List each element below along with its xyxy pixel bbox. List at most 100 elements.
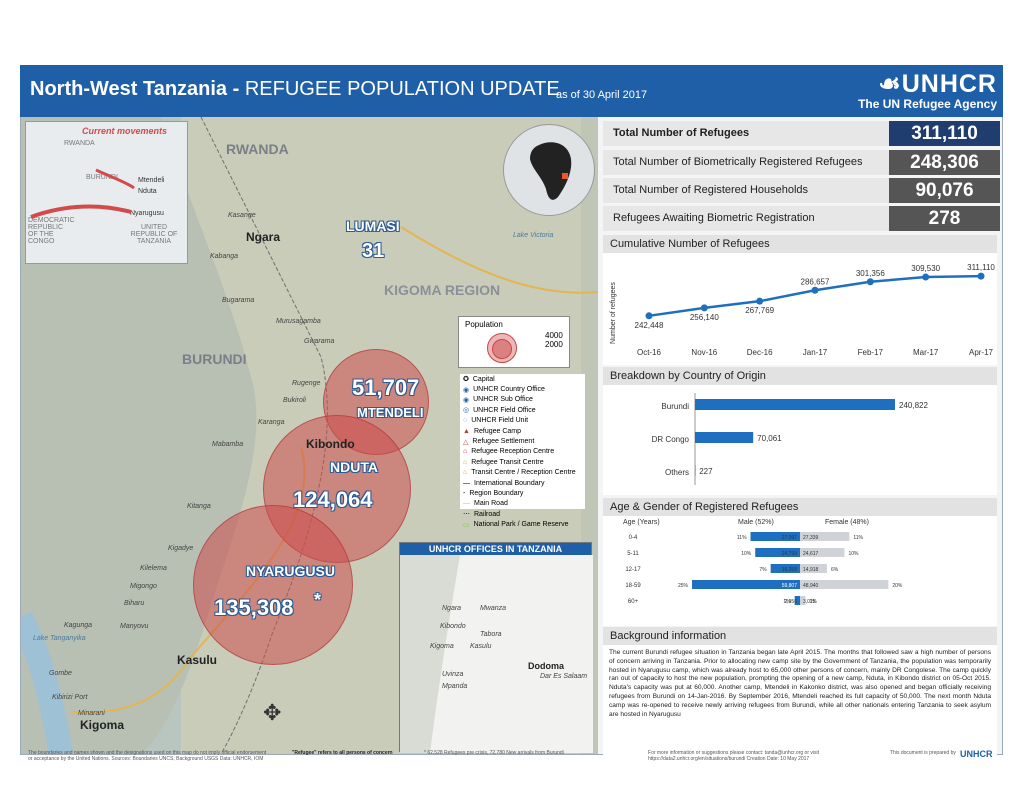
- female-bar-1: [800, 548, 845, 557]
- office-icon: ◉: [463, 386, 470, 394]
- panel-background-title: Background information: [603, 627, 997, 645]
- x-tick-6: Apr-17: [969, 348, 994, 357]
- female-value-3: 48,940: [803, 583, 819, 589]
- city-kibondo: Kibondo: [306, 437, 355, 451]
- category-label-1: DR Congo: [652, 435, 690, 444]
- x-tick-3: Jan-17: [803, 348, 828, 357]
- tanzania-marker: [562, 173, 568, 179]
- footer-refugee-note: "Refugee" refers to all persons of conce…: [292, 750, 393, 756]
- male-value-0: 27,397: [782, 535, 798, 541]
- footer-contact: For more information or suggestions plea…: [648, 750, 819, 762]
- label-kigoma-region: KIGOMA REGION: [384, 282, 501, 298]
- age-label-1: 5-11: [627, 551, 639, 557]
- title-location: North-West Tanzania -: [30, 78, 240, 100]
- bar-value-0: 240,822: [899, 401, 928, 410]
- female-bar-4: [800, 596, 806, 605]
- office-ngara: Ngara: [442, 605, 462, 612]
- inset-mtendeli: Mtendeli: [138, 177, 165, 184]
- bar-value-1: 70,061: [757, 434, 782, 443]
- inset-burundi: BURUNDI: [86, 174, 118, 181]
- data-point-1: [700, 304, 708, 312]
- footer-disclaimer: The boundaries and names shown and the d…: [28, 750, 267, 762]
- logo-name: UNHCR: [901, 70, 997, 98]
- panel-cumulative: Cumulative Number of Refugees Number of …: [603, 235, 997, 365]
- category-label-0: Burundi: [661, 402, 689, 411]
- inset-tanzania: UNITED REPUBLIC OF TANZANIA: [130, 224, 178, 245]
- x-tick-1: Nov-16: [691, 348, 717, 357]
- age-label-4: 60+: [628, 599, 639, 605]
- legend-reception: ⌂ Refugee Reception Centre: [463, 448, 555, 456]
- inset-drc: DEMOCRATIC REPUBLIC OF THE CONGO: [28, 217, 75, 245]
- offices-title: UNHCR OFFICES IN TANZANIA: [400, 543, 591, 555]
- camp-value-nyarugusu: 135,308: [214, 595, 294, 620]
- data-label-4: 301,356: [856, 269, 885, 278]
- panel-breakdown-title: Breakdown by Country of Origin: [603, 367, 997, 385]
- bar-value-2: 227: [699, 467, 713, 476]
- town-murusagamba: Murusagamba: [276, 318, 321, 325]
- label-burundi: BURUNDI: [182, 351, 247, 367]
- legend-region-boundary: ‐ Region Boundary: [463, 489, 524, 497]
- col-age: Age (Years): [623, 519, 660, 526]
- unhcr-logo: ☙UNHCR The UN Refugee Agency: [858, 69, 997, 111]
- footer-prepared: This document is prepared by: [890, 750, 956, 756]
- data-label-1: 256,140: [690, 313, 719, 322]
- office-mpanda: Mpanda: [442, 683, 468, 690]
- field-unit-icon: ○: [463, 417, 468, 425]
- legend-field-unit: ○ UNHCR Field Unit: [463, 417, 529, 425]
- inset-current-movements: Current movements RWANDA BURUNDI DEMOCRA…: [25, 121, 188, 264]
- office-uvinza: Uvinza: [442, 671, 464, 678]
- data-point-4: [866, 278, 874, 286]
- as-of-date: as of 30 April 2017: [556, 89, 648, 101]
- country-bar-chart: Burundi 240,822 DR Congo 70,061 Others 227: [652, 393, 928, 485]
- legend-country-office: ◉ UNHCR Country Office: [463, 386, 545, 394]
- header-bar: North-West Tanzania - REFUGEE POPULATION…: [20, 65, 1003, 117]
- rail-icon: ⋯: [463, 511, 470, 519]
- footer-unhcr-logo: UNHCR: [960, 749, 993, 759]
- office-dar: Dar Es Salaam: [540, 673, 588, 680]
- female-pct-3: 20%: [892, 583, 903, 589]
- camp-name-nyarugusu: NYARUGUSU: [246, 563, 335, 579]
- reception-icon: ⌂: [463, 448, 468, 456]
- data-label-2: 267,769: [745, 306, 774, 315]
- offices-inset: UNHCR OFFICES IN TANZANIA Ngara Mwanza K…: [399, 542, 593, 753]
- panel-agegender: Age & Gender of Registered Refugees Age …: [603, 498, 997, 626]
- x-tick-5: Mar-17: [913, 348, 939, 357]
- town-kitanga: Kitanga: [187, 503, 211, 510]
- male-value-2: 16,258: [782, 567, 798, 573]
- town-karanga: Karanga: [258, 419, 285, 426]
- male-value-4: 2,956: [784, 599, 797, 605]
- category-label-2: Others: [665, 468, 689, 477]
- town-rugenge: Rugenge: [292, 380, 321, 387]
- footer-asterisk-note: * 62,528 Refugees pre crisis, 72,780 New…: [424, 750, 564, 756]
- legend-capital: ✪ Capital: [463, 375, 495, 384]
- town-kabanga: Kabanga: [210, 253, 239, 260]
- age-label-3: 18-59: [625, 583, 641, 589]
- female-value-2: 14,918: [803, 567, 819, 573]
- age-gender-chart: Age (Years) Male (52%) Female (48%) 0-4 27,3…: [623, 519, 903, 605]
- inset-nyarugusu: Nyarugusu: [130, 210, 164, 217]
- bar-1: [695, 432, 754, 443]
- female-pct-2: 6%: [831, 567, 839, 573]
- town-mabamba: Mabamba: [212, 441, 244, 448]
- data-point-3: [811, 286, 819, 294]
- town-bukiroli: Bukiroli: [283, 397, 306, 404]
- data-label-5: 309,530: [911, 264, 940, 273]
- male-bar-1: [755, 548, 800, 557]
- population-legend: Population 4000 2000: [458, 316, 570, 368]
- male-pct-0: 11%: [737, 535, 747, 541]
- inset-nduta: Nduta: [138, 188, 157, 195]
- town-minarani: Minarani: [78, 710, 105, 717]
- camp-icon: ▲: [463, 427, 470, 435]
- movement-arrows: [30, 168, 135, 219]
- panel-background: Background information The current Burun…: [603, 627, 997, 755]
- title-main: REFUGEE POPULATION UPDATE: [244, 78, 560, 100]
- male-value-3: 59,807: [782, 583, 798, 589]
- y-axis-label: Number of refugees: [610, 282, 617, 344]
- transit-icon: ⌂: [463, 458, 468, 466]
- office-dodoma: Dodoma: [528, 661, 564, 671]
- town-migongo: Migongo: [130, 583, 157, 590]
- male-pct-3: 25%: [678, 583, 689, 589]
- male-pct-4: 1%: [783, 599, 791, 605]
- panel-agegender-title: Age & Gender of Registered Refugees: [603, 498, 997, 516]
- female-bar-2: [800, 564, 827, 573]
